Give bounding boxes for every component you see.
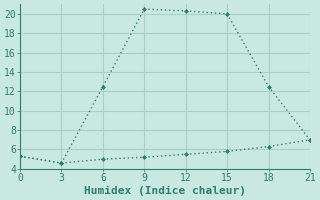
X-axis label: Humidex (Indice chaleur): Humidex (Indice chaleur)	[84, 186, 246, 196]
